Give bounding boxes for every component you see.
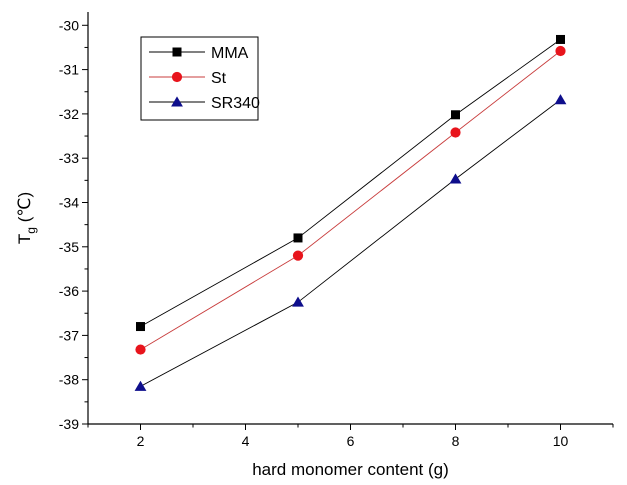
data-point-mma bbox=[293, 233, 303, 243]
series-lines bbox=[140, 39, 561, 387]
legend-label-sr340: SR340 bbox=[211, 95, 260, 112]
legend-marker-mma bbox=[172, 47, 182, 57]
data-point-st bbox=[135, 344, 146, 355]
y-tick-label: -34 bbox=[59, 194, 79, 210]
y-tick-label: -31 bbox=[59, 62, 79, 78]
legend-marker-st bbox=[171, 71, 183, 83]
x-tick-label: 10 bbox=[553, 433, 569, 449]
y-tick-label: -35 bbox=[59, 239, 79, 255]
y-tick-label: -33 bbox=[59, 150, 79, 166]
y-tick-label: -37 bbox=[59, 327, 79, 343]
data-point-sr340 bbox=[554, 94, 567, 105]
y-tick-label: -39 bbox=[59, 416, 79, 432]
legend-label-mma: MMA bbox=[211, 45, 249, 62]
axis-ticks: 2 4 6 8 10 -39 -38 -37 -36 -35 -34 -33 -32 -31 -30 bbox=[59, 17, 614, 449]
x-tick-label: 2 bbox=[137, 433, 145, 449]
x-axis-title: hard monomer content (g) bbox=[252, 460, 449, 479]
legend: MMA St SR340 bbox=[140, 36, 260, 121]
series-line-st bbox=[140, 50, 561, 350]
y-tick-label: -32 bbox=[59, 106, 79, 122]
x-tick-label: 4 bbox=[242, 433, 250, 449]
data-point-st bbox=[292, 250, 304, 261]
data-point-sr340 bbox=[134, 380, 147, 391]
x-tick-label: 6 bbox=[347, 433, 355, 449]
legend-marker-sr340 bbox=[171, 96, 183, 107]
x-tick-label: 8 bbox=[452, 433, 460, 449]
y-tick-label: -38 bbox=[59, 372, 79, 388]
series-line-sr340 bbox=[140, 99, 561, 387]
y-axis-title: Tg (℃) bbox=[15, 192, 38, 244]
data-point-mma bbox=[556, 34, 565, 44]
y-tick-label: -36 bbox=[59, 283, 79, 299]
data-point-mma bbox=[451, 110, 460, 120]
data-point-st bbox=[450, 127, 461, 138]
legend-label-st: St bbox=[211, 70, 227, 87]
y-axis-title-unit: (℃) bbox=[15, 192, 34, 227]
series-markers bbox=[134, 34, 567, 391]
y-axis-title-main: T bbox=[15, 234, 34, 244]
y-axis-title-subscript: g bbox=[24, 227, 38, 234]
data-point-sr340 bbox=[449, 173, 462, 184]
legend-box bbox=[140, 36, 259, 121]
data-point-mma bbox=[136, 322, 145, 332]
data-point-st bbox=[555, 45, 566, 57]
y-tick-label: -30 bbox=[59, 17, 79, 33]
series-line-mma bbox=[140, 39, 561, 327]
data-point-sr340 bbox=[292, 296, 304, 307]
